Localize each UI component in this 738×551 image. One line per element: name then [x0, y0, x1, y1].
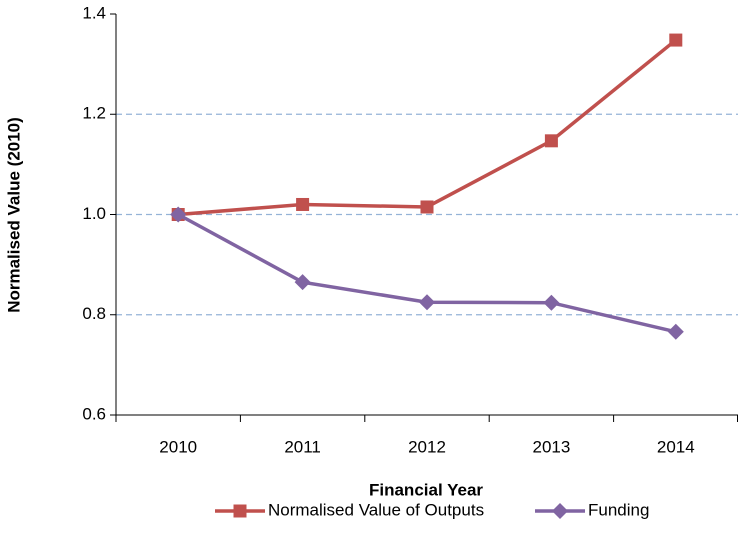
y-tick-label: 1.4 [82, 3, 106, 22]
y-tick-label: 0.8 [82, 304, 106, 323]
marker [296, 197, 310, 211]
marker [294, 274, 311, 291]
x-tick-label: 2014 [657, 437, 695, 456]
y-axis-label: Normalised Value (2010) [4, 117, 23, 313]
legend-label: Funding [588, 500, 649, 519]
y-tick-label: 1.2 [82, 104, 106, 123]
marker [543, 294, 560, 311]
marker [669, 33, 683, 47]
marker [420, 200, 434, 214]
x-tick-label: 2013 [532, 437, 570, 456]
marker [419, 294, 435, 311]
x-tick-label: 2011 [284, 437, 321, 456]
x-tick-label: 2012 [408, 437, 446, 456]
x-axis-label: Financial Year [369, 480, 483, 499]
legend-marker [552, 503, 568, 519]
marker [170, 206, 187, 223]
series-line [178, 38, 677, 217]
legend-marker [233, 504, 247, 518]
marker [544, 134, 558, 148]
y-tick-label: 1.0 [82, 204, 106, 223]
legend-label: Normalised Value of Outputs [268, 500, 484, 519]
marker [667, 323, 684, 340]
y-tick-label: 0.6 [82, 404, 106, 423]
x-tick-label: 2010 [159, 437, 197, 456]
